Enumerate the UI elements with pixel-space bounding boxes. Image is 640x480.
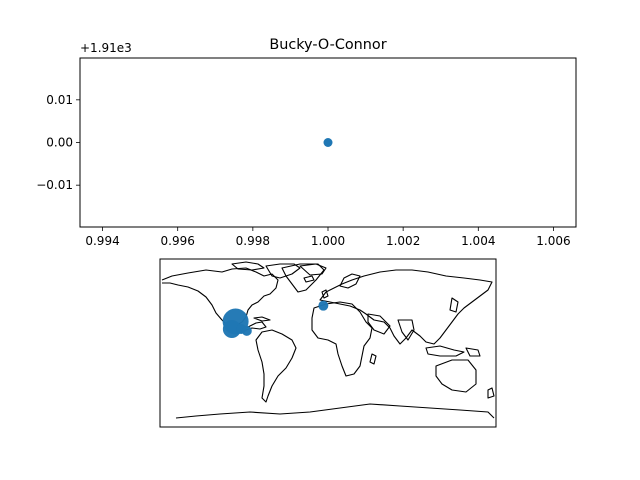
- scatter-points: [323, 138, 333, 147]
- y-axis-ticks: 0.01 0.00 −0.01: [36, 93, 80, 192]
- y-tick-label: −0.01: [36, 178, 73, 192]
- map-data-point: [222, 320, 241, 338]
- map-data-point: [241, 325, 252, 336]
- x-tick-label: 1.004: [461, 234, 495, 248]
- map-data-point: [318, 300, 329, 311]
- world-map-chart: [159, 258, 497, 428]
- map-scatter-points: [222, 300, 329, 338]
- y-offset-label: +1.91e3: [80, 41, 132, 55]
- x-tick-label: 1.002: [386, 234, 420, 248]
- data-point: [323, 138, 333, 147]
- world-map-coastlines: [161, 261, 495, 419]
- x-tick-label: 0.994: [85, 234, 119, 248]
- map-frame: [159, 258, 497, 428]
- y-tick-label: 0.01: [46, 93, 73, 107]
- x-tick-label: 0.998: [236, 234, 270, 248]
- x-axis-ticks: 0.994 0.996 0.998 1.000 1.002 1.004 1.006: [85, 227, 571, 248]
- chart-title: Bucky-O-Connor: [269, 37, 386, 53]
- x-tick-label: 1.006: [536, 234, 570, 248]
- y-tick-label: 0.00: [46, 136, 73, 150]
- plot-frame: [79, 57, 577, 228]
- x-tick-label: 0.996: [161, 234, 195, 248]
- top-scatter-chart: Bucky-O-Connor +1.91e3 0.994 0.996 0.998 1.…: [36, 37, 577, 248]
- x-tick-label: 1.000: [311, 234, 345, 248]
